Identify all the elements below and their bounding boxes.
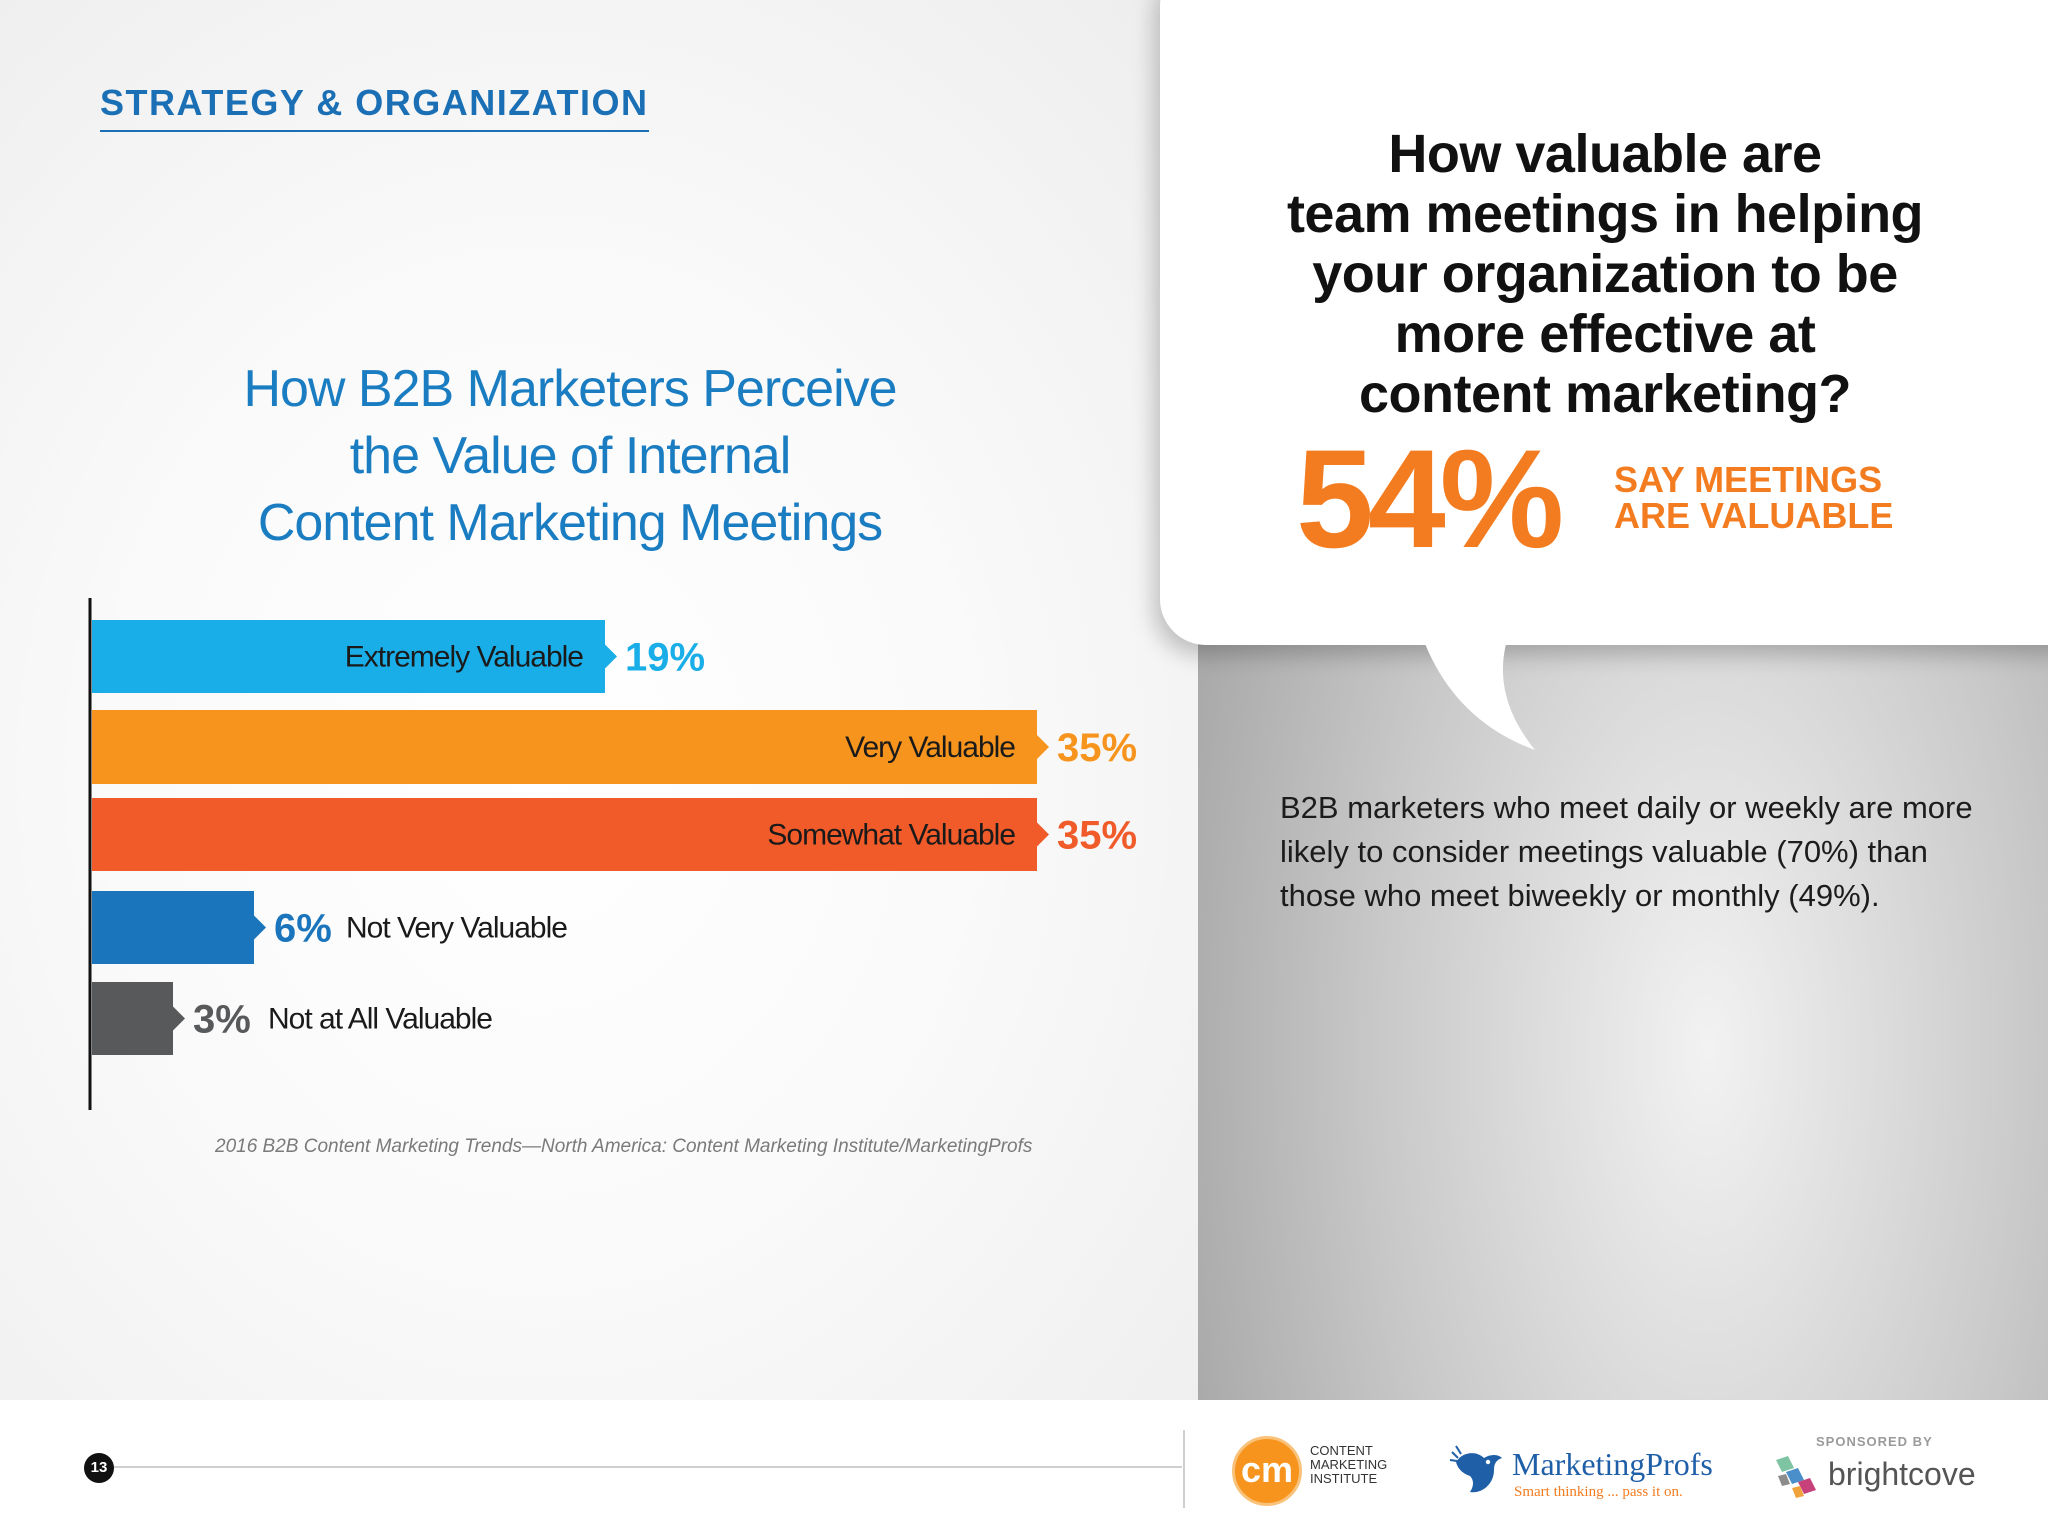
bar-2: [92, 798, 1049, 871]
chart-title-line-1: How B2B Marketers Perceive: [243, 360, 897, 418]
sponsored-by-label: SPONSORED BY: [1816, 1434, 1933, 1449]
brightcove-name: brightcove: [1828, 1456, 1976, 1492]
value-label-2: 35%: [1057, 814, 1137, 858]
brightcove-mark-icon: [1776, 1456, 1816, 1498]
say-line-1: SAY MEETINGS: [1614, 459, 1883, 500]
big-percent: 54%: [1296, 420, 1564, 577]
chart-title: How B2B Marketers Perceive the Value of …: [160, 356, 980, 557]
question-line-2: team meetings in helping: [1286, 184, 1924, 244]
section-heading: STRATEGY & ORGANIZATION: [100, 82, 649, 132]
category-label-2: Somewhat Valuable: [767, 819, 1015, 852]
speech-bubble: [1160, 0, 2048, 645]
bird-icon: [1449, 1445, 1502, 1493]
speech-bubble-tail: [1420, 630, 1535, 750]
value-label-4: 3%: [193, 998, 251, 1042]
category-label-4: Not at All Valuable: [268, 1003, 492, 1036]
left-panel: [0, 0, 1200, 1400]
callout-question: How valuable are team meetings in helpin…: [1220, 124, 1990, 424]
cmi-logo-mark: cm: [1232, 1436, 1302, 1506]
cmi-line-2: MARKETING: [1310, 1457, 1388, 1472]
question-line-4: more effective at: [1394, 304, 1816, 364]
category-label-1: Very Valuable: [845, 731, 1015, 764]
chart-source: 2016 B2B Content Marketing Trends—North …: [215, 1136, 1033, 1157]
cmi-logo-text: CONTENT MARKETING INSTITUTE: [1310, 1444, 1387, 1486]
question-line-3: your organization to be: [1312, 244, 1898, 304]
category-label-3: Not Very Valuable: [346, 912, 567, 945]
callout-body-text: B2B marketers who meet daily or weekly a…: [1280, 790, 1973, 913]
footer-divider: [1183, 1430, 1185, 1508]
value-label-3: 6%: [274, 907, 332, 951]
bar-0: [92, 620, 617, 693]
question-line-1: How valuable are: [1388, 124, 1822, 184]
say-meetings-valuable: SAY MEETINGS ARE VALUABLE: [1614, 462, 1893, 534]
say-line-2: ARE VALUABLE: [1614, 495, 1894, 536]
bar-chart: Extremely Valuable 19% Very Valuable 35% Som…: [88, 598, 1137, 1110]
cmi-line-1: CONTENT: [1310, 1443, 1373, 1458]
value-label-1: 35%: [1057, 726, 1137, 770]
question-line-5: content marketing?: [1358, 364, 1852, 424]
value-label-0: 19%: [625, 636, 705, 680]
footer-rule: [112, 1466, 1182, 1468]
page-number: 13: [84, 1453, 114, 1483]
bar-4: [92, 982, 185, 1055]
marketingprofs-name: MarketingProfs: [1512, 1446, 1713, 1482]
bar-1: [92, 710, 1049, 784]
category-label-0: Extremely Valuable: [345, 641, 584, 674]
chart-title-line-3: Content Marketing Meetings: [257, 494, 883, 552]
cmi-line-3: INSTITUTE: [1310, 1471, 1378, 1486]
marketingprofs-tagline: Smart thinking ... pass it on.: [1514, 1484, 1683, 1500]
chart-title-line-2: the Value of Internal: [349, 427, 792, 485]
bar-3: [92, 891, 266, 964]
